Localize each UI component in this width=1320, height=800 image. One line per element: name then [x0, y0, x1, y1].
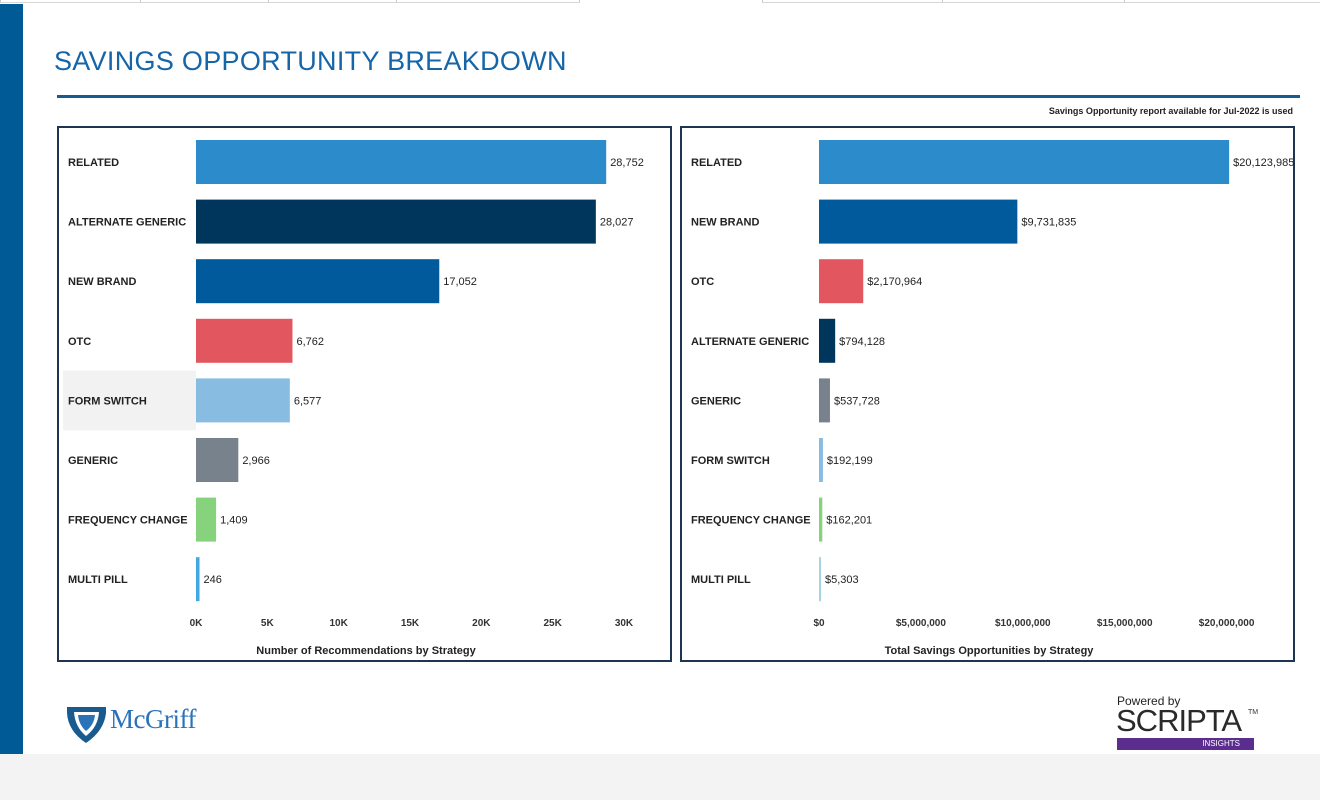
- tick-label: $5,000,000: [896, 618, 946, 629]
- category-label: GENERIC: [68, 455, 118, 467]
- bar[interactable]: [819, 497, 823, 542]
- bar[interactable]: [196, 438, 239, 482]
- category-label: MULTI PILL: [68, 574, 128, 586]
- data-label: 6,762: [296, 336, 324, 348]
- savings-chart-panel: RELATED $20,123,985 NEW BRAND $9,731,835 OTC…: [680, 126, 1295, 662]
- bar[interactable]: [819, 140, 1230, 184]
- tick-label: $20,000,000: [1199, 618, 1255, 629]
- top-tab-strip: [0, 0, 1320, 3]
- mcgriff-logo-mark: [67, 707, 106, 743]
- category-highlight: [63, 370, 196, 431]
- category-label: NEW BRAND: [691, 217, 759, 229]
- bar[interactable]: [819, 378, 830, 423]
- category-label: FORM SWITCH: [68, 395, 147, 407]
- tick-label: 15K: [401, 618, 420, 629]
- tick-label: 20K: [472, 618, 491, 629]
- data-label: $537,728: [834, 395, 880, 407]
- bar[interactable]: [196, 497, 217, 542]
- report-note: Savings Opportunity report available for…: [1048, 106, 1293, 116]
- report-page: SAVINGS OPPORTUNITY BREAKDOWN Savings Op…: [0, 0, 1320, 754]
- category-label: RELATED: [68, 157, 119, 169]
- category-label: ALTERNATE GENERIC: [691, 336, 809, 348]
- category-label: NEW BRAND: [68, 276, 136, 288]
- savings-chart: RELATED $20,123,985 NEW BRAND $9,731,835 OTC…: [691, 140, 1294, 657]
- data-label: 28,752: [610, 157, 644, 169]
- category-label: FORM SWITCH: [691, 455, 770, 467]
- data-label: $162,201: [826, 515, 872, 527]
- data-label: $794,128: [839, 336, 885, 348]
- insights-band: INSIGHTS: [1117, 738, 1254, 750]
- data-label: 28,027: [600, 217, 634, 229]
- bar[interactable]: [819, 199, 1018, 244]
- bar[interactable]: [196, 378, 290, 423]
- powered-by-label: Powered by: [1117, 694, 1181, 708]
- recommendations-chart-panel: RELATED 28,752 ALTERNATE GENERIC 28,027 NEW …: [57, 126, 672, 662]
- data-label: 6,577: [294, 395, 322, 407]
- data-label: $192,199: [827, 455, 873, 467]
- category-label: OTC: [691, 276, 714, 288]
- bar[interactable]: [196, 318, 293, 363]
- data-label: $5,303: [825, 574, 859, 586]
- tick-label: 10K: [329, 618, 348, 629]
- bar[interactable]: [196, 199, 596, 244]
- chart-title: Total Savings Opportunities by Strategy: [885, 645, 1095, 657]
- bar[interactable]: [819, 259, 864, 304]
- mcgriff-logo-text: McGriff: [110, 704, 196, 734]
- tick-label: 0K: [190, 618, 204, 629]
- bar[interactable]: [819, 438, 823, 482]
- bar[interactable]: [196, 140, 607, 184]
- category-label: OTC: [68, 336, 91, 348]
- chart-title: Number of Recommendations by Strategy: [256, 645, 476, 657]
- data-label: 1,409: [220, 515, 248, 527]
- recommendations-chart: RELATED 28,752 ALTERNATE GENERIC 28,027 NEW …: [63, 140, 644, 657]
- data-label: 246: [204, 574, 222, 586]
- data-label: $2,170,964: [867, 276, 922, 288]
- bar[interactable]: [196, 259, 440, 304]
- bar[interactable]: [819, 557, 821, 602]
- data-label: $20,123,985: [1233, 157, 1294, 169]
- tick-label: $10,000,000: [995, 618, 1051, 629]
- bar[interactable]: [196, 557, 200, 602]
- category-label: ALTERNATE GENERIC: [68, 217, 186, 229]
- data-label: 17,052: [443, 276, 477, 288]
- page-title: SAVINGS OPPORTUNITY BREAKDOWN: [54, 46, 567, 76]
- category-label: FREQUENCY CHANGE: [68, 515, 188, 527]
- trademark-mark: TM: [1248, 709, 1259, 716]
- scripta-logo-word: SCRIPTA: [1116, 703, 1242, 738]
- left-accent-bar: [0, 4, 23, 754]
- tick-label: 30K: [615, 618, 634, 629]
- category-label: GENERIC: [691, 395, 741, 407]
- data-label: $9,731,835: [1021, 217, 1076, 229]
- data-label: 2,966: [242, 455, 270, 467]
- title-divider: [57, 95, 1300, 98]
- category-label: FREQUENCY CHANGE: [691, 515, 811, 527]
- tick-label: 25K: [543, 618, 562, 629]
- tick-label: $0: [813, 618, 825, 629]
- category-label: MULTI PILL: [691, 574, 751, 586]
- tick-label: 5K: [261, 618, 275, 629]
- bar[interactable]: [819, 318, 836, 363]
- tick-label: $15,000,000: [1097, 618, 1153, 629]
- category-label: RELATED: [691, 157, 742, 169]
